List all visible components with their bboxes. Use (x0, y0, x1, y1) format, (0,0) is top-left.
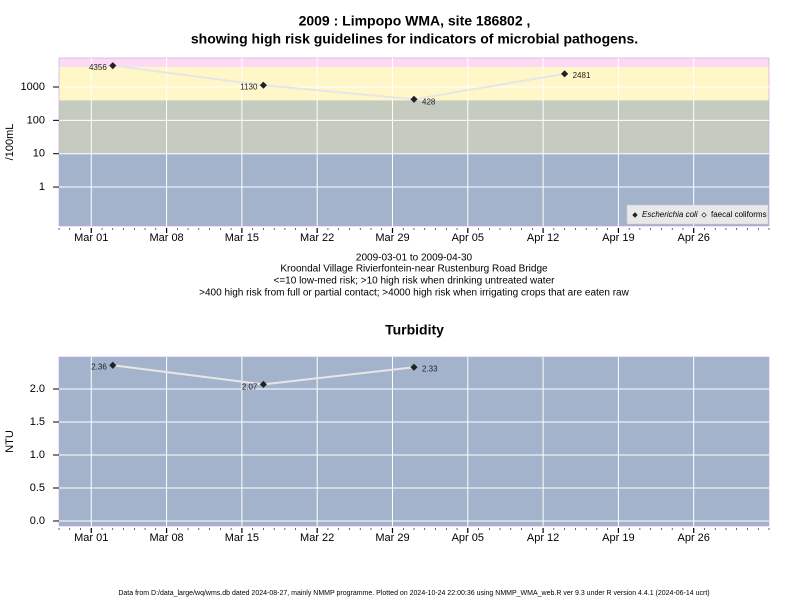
chart-title: 2009 : Limpopo WMA, site 186802 , (299, 13, 531, 29)
y-tick-label: 1.5 (30, 416, 45, 428)
value-label: 2.07 (242, 382, 258, 391)
x-tick-label: Mar 08 (149, 532, 183, 544)
subtitle: >400 high risk from full or partial cont… (199, 288, 629, 299)
value-label: 428 (422, 97, 436, 106)
y-tick-label: 10 (33, 148, 45, 160)
footer: Data from D:/data_large/wq/wms.db dated … (118, 590, 709, 597)
y-tick-label: 1 (39, 181, 45, 193)
legend-marker (701, 212, 707, 218)
x-tick-label: Mar 29 (375, 232, 409, 244)
x-tick-label: Mar 15 (225, 532, 259, 544)
y-tick-label: 1000 (21, 81, 45, 93)
y-tick-label: 0.5 (30, 482, 45, 494)
x-tick-label: Apr 12 (527, 232, 559, 244)
x-tick-label: Mar 29 (375, 532, 409, 544)
risk-band (59, 66, 769, 101)
x-tick-label: Apr 12 (527, 532, 559, 544)
data-point (259, 81, 267, 89)
data-point (410, 95, 418, 103)
y-axis-label: NTU (4, 430, 16, 453)
x-tick-label: Apr 05 (452, 532, 484, 544)
y-axis-label: /100mL (4, 124, 16, 161)
x-tick-label: Mar 01 (74, 532, 108, 544)
chart-title: showing high risk guidelines for indicat… (191, 31, 638, 47)
x-tick-label: Apr 05 (452, 232, 484, 244)
value-label: 2481 (573, 71, 591, 80)
y-tick-label: 1.0 (30, 449, 45, 461)
plot-frame (58, 356, 770, 527)
subtitle: 2009-03-01 to 2009-04-30 (356, 253, 473, 264)
value-label: 4356 (89, 63, 107, 72)
chart-title: Turbidity (385, 322, 444, 338)
y-tick-label: 100 (27, 114, 45, 126)
data-point (109, 62, 117, 70)
x-tick-label: Mar 22 (300, 532, 334, 544)
x-tick-label: Apr 26 (677, 532, 709, 544)
x-tick-label: Apr 26 (677, 232, 709, 244)
subtitle: Kroondal Village Rivierfontein-near Rust… (280, 264, 548, 275)
x-tick-label: Mar 22 (300, 232, 334, 244)
legend-label: Escherichia coli (642, 210, 698, 219)
data-point (410, 363, 418, 371)
value-label: 1130 (240, 82, 258, 91)
x-tick-label: Mar 01 (74, 232, 108, 244)
subtitle: <=10 low-med risk; >10 high risk when dr… (274, 276, 556, 287)
data-point (259, 380, 267, 388)
series-line (112, 64, 565, 101)
legend-marker (632, 212, 638, 218)
y-tick-label: 0.0 (30, 515, 45, 527)
data-point (109, 361, 117, 369)
data-point (561, 70, 569, 78)
x-tick-label: Mar 08 (149, 232, 183, 244)
risk-band (59, 58, 769, 67)
x-tick-label: Apr 19 (602, 232, 634, 244)
value-label: 2.33 (422, 364, 438, 373)
risk-band (59, 100, 769, 154)
plot-frame (58, 57, 770, 227)
legend-box (626, 204, 769, 225)
value-label: 2.36 (91, 362, 107, 371)
y-tick-label: 2.0 (30, 383, 45, 395)
legend-label: faecal coliforms (711, 210, 767, 219)
risk-band (59, 357, 769, 526)
x-tick-label: Mar 15 (225, 232, 259, 244)
x-tick-label: Apr 19 (602, 532, 634, 544)
